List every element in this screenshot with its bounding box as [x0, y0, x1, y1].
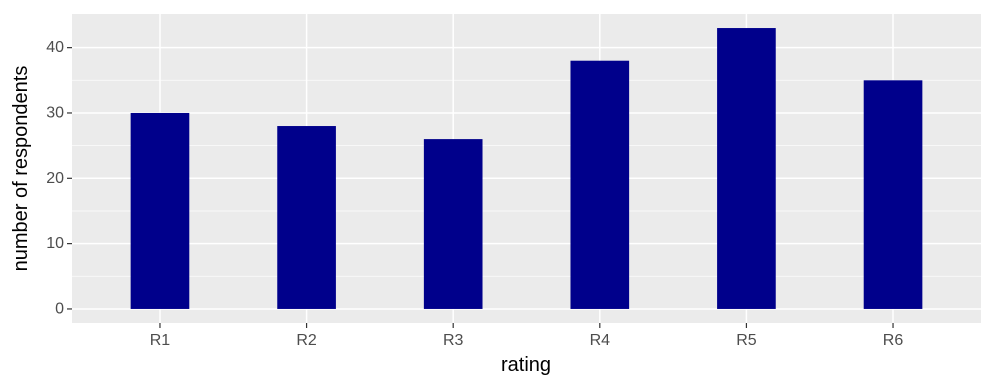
x-tick-label: R1	[150, 332, 171, 349]
x-tick-label: R5	[736, 332, 757, 349]
bars	[130, 28, 923, 309]
bar-r5	[717, 28, 776, 309]
y-tick-label: 20	[46, 170, 64, 187]
plot-panel	[72, 14, 981, 323]
y-tick-label: 0	[55, 300, 64, 317]
y-axis-title: number of respondents	[10, 66, 32, 272]
x-tick-label: R6	[883, 332, 904, 349]
bar-r6	[863, 80, 923, 309]
x-axis: R1 R2 R3 R4 R5 R6	[150, 323, 904, 349]
x-tick-label: R3	[443, 332, 464, 349]
x-tick-label: R4	[590, 332, 611, 349]
bar-r2	[277, 126, 336, 309]
y-axis: 0 10 20 30 40	[46, 39, 72, 317]
y-tick-label: 40	[46, 39, 64, 56]
bar-r4	[570, 60, 630, 309]
y-tick-label: 30	[46, 104, 64, 121]
bar-r3	[423, 139, 483, 309]
y-tick-label: 10	[46, 235, 64, 252]
bar-r1	[130, 112, 190, 309]
x-axis-title: rating	[501, 354, 551, 376]
x-tick-label: R2	[296, 332, 317, 349]
